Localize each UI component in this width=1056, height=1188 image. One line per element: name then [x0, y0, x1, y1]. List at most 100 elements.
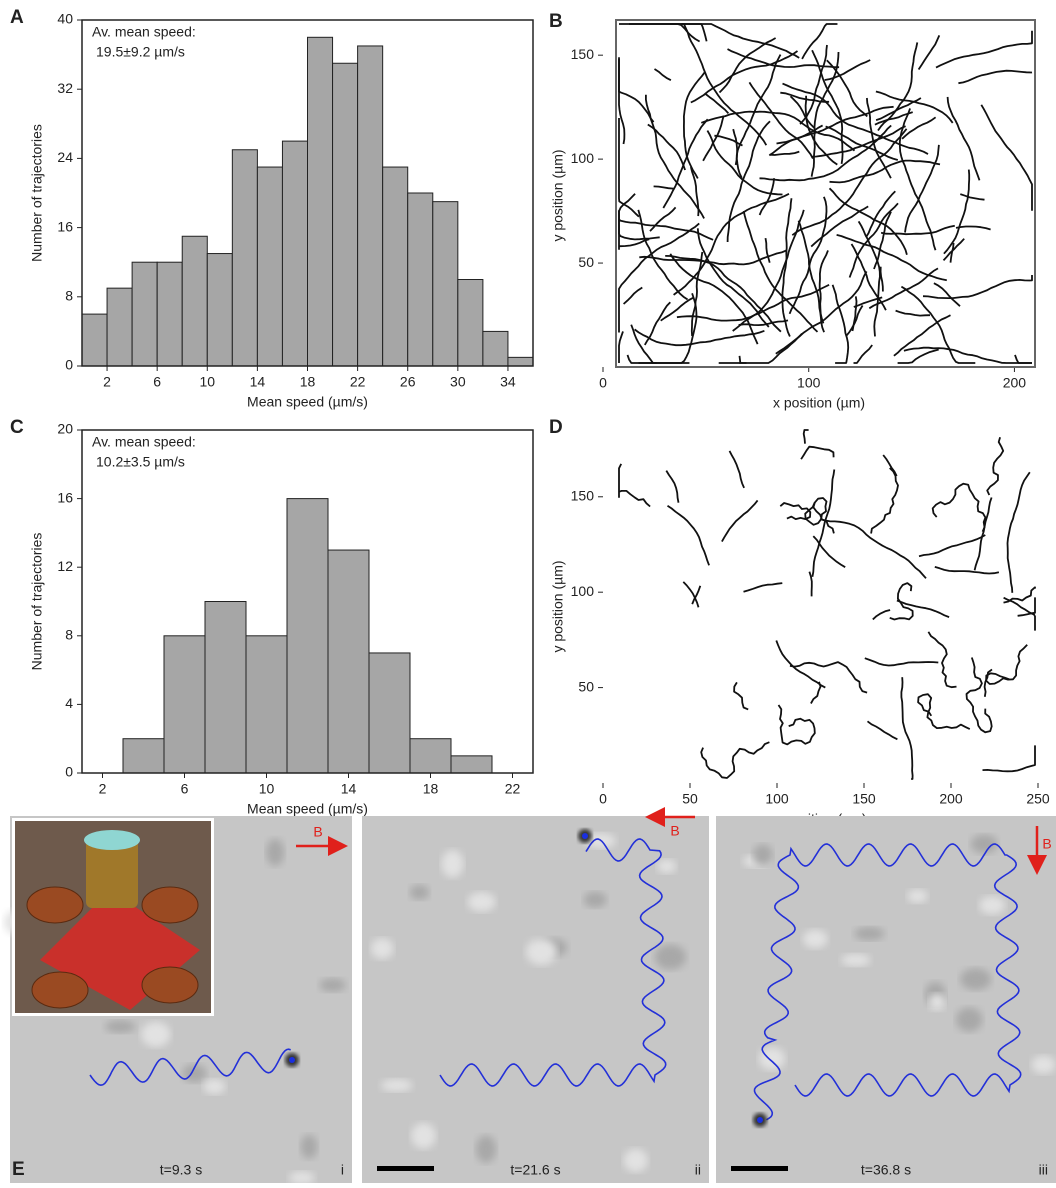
trajectory-line	[781, 198, 793, 337]
tracked-point	[757, 1117, 763, 1123]
bar	[122, 738, 165, 774]
trajectory-line	[810, 681, 822, 704]
trajectory-line	[660, 296, 694, 322]
trajectory-line	[866, 720, 898, 741]
trajectory-line	[727, 48, 840, 69]
trajectory-line	[933, 282, 961, 307]
trajectory-line	[1003, 596, 1036, 631]
trajectory-line	[935, 30, 1033, 69]
micrograph	[716, 816, 1056, 1183]
trajectory-line	[836, 234, 947, 282]
trajectory-line	[764, 237, 771, 263]
x-tick-label: 150	[852, 791, 876, 807]
y-tick-label: 20	[57, 421, 73, 437]
trajectory-line	[714, 134, 743, 147]
bar	[327, 549, 370, 774]
trajectory-line	[811, 125, 906, 158]
panel-label: A	[10, 7, 24, 28]
trajectory-line	[777, 704, 816, 746]
trajectory-line	[958, 69, 1033, 85]
trajectory-line	[810, 51, 840, 177]
trajectory-line	[942, 238, 965, 262]
trajectory-line	[893, 314, 951, 357]
trajectory-line	[946, 96, 981, 181]
trajectory-line	[789, 95, 815, 129]
particle	[475, 1135, 497, 1163]
x-tick-label: 2	[99, 781, 107, 797]
bar	[106, 287, 133, 367]
trajectory-line	[872, 609, 891, 621]
trajectory-line	[918, 534, 986, 558]
trajectory-line	[743, 582, 783, 593]
trajectory-line	[895, 309, 931, 317]
frame-index: iii	[1039, 1162, 1048, 1178]
trajectory-line	[870, 467, 899, 534]
trajectory-line	[665, 470, 680, 503]
trajectory-line	[706, 130, 783, 196]
trajectory-line	[665, 255, 782, 333]
particle	[288, 1171, 315, 1185]
bar	[382, 166, 409, 367]
trajectory-line	[917, 693, 971, 730]
trajectory-line	[811, 49, 844, 165]
x-tick-label: 100	[797, 375, 821, 391]
bar	[281, 140, 309, 367]
plot-frame	[81, 429, 534, 774]
y-tick-label: 50	[578, 254, 594, 270]
trajectory-line	[900, 677, 914, 780]
trajectory-line	[811, 469, 836, 577]
trajectory-line	[618, 222, 700, 333]
trajectory-line	[690, 50, 799, 104]
y-tick-label: 32	[57, 80, 73, 96]
trajectory-line	[618, 218, 714, 241]
trajectory-line	[733, 681, 749, 711]
trajectory-line	[864, 657, 939, 667]
bar	[450, 755, 493, 774]
trajectory-line	[850, 243, 887, 311]
trajectory-line	[734, 54, 782, 166]
trajectory-line	[804, 497, 835, 534]
trajectory-line	[683, 71, 706, 179]
trajectory-line	[691, 585, 702, 605]
trajectory-line	[985, 644, 1028, 685]
trajectory-line	[874, 111, 913, 126]
x-tick-label: 14	[341, 781, 357, 797]
trajectory-line	[983, 668, 993, 697]
trajectories	[618, 23, 1033, 364]
trajectory-line	[853, 296, 883, 308]
x-axis-label: Mean speed (µm/s)	[247, 394, 368, 410]
trajectory-line	[825, 125, 899, 161]
trajectory-line	[889, 582, 914, 621]
trajectory-line	[824, 59, 871, 81]
x-tick-label: 22	[505, 781, 521, 797]
bar	[409, 738, 452, 774]
trajectory-line	[853, 344, 873, 364]
trajectory-line	[903, 346, 1032, 364]
trajectory-line	[818, 250, 829, 324]
bar	[368, 652, 411, 774]
trajectory-line	[851, 296, 858, 332]
trajectory-line	[1006, 471, 1031, 593]
tracked-point	[289, 1057, 295, 1063]
trajectory-line	[629, 23, 708, 42]
particle	[467, 892, 496, 912]
x-tick-label: 2	[103, 374, 111, 390]
trajectory-line	[758, 178, 775, 216]
trajectory-line	[831, 284, 850, 364]
trajectory-line	[667, 504, 710, 566]
y-tick-label: 4	[65, 695, 73, 711]
trajectory-line	[649, 206, 677, 232]
inset-coil	[141, 966, 199, 1004]
x-tick-label: 50	[682, 791, 698, 807]
particle	[525, 938, 557, 965]
trajectory-line	[618, 238, 650, 248]
trajectory-line	[738, 319, 789, 326]
frame-time: t=9.3 s	[160, 1162, 202, 1178]
trajectory-line	[700, 110, 856, 152]
trajectory-line	[618, 331, 624, 363]
trajectory-line	[789, 661, 868, 694]
bar	[206, 253, 233, 367]
trajectory-line	[875, 90, 954, 124]
x-axis-label: Mean speed (µm/s)	[247, 801, 368, 817]
y-tick-label: 8	[65, 288, 73, 304]
